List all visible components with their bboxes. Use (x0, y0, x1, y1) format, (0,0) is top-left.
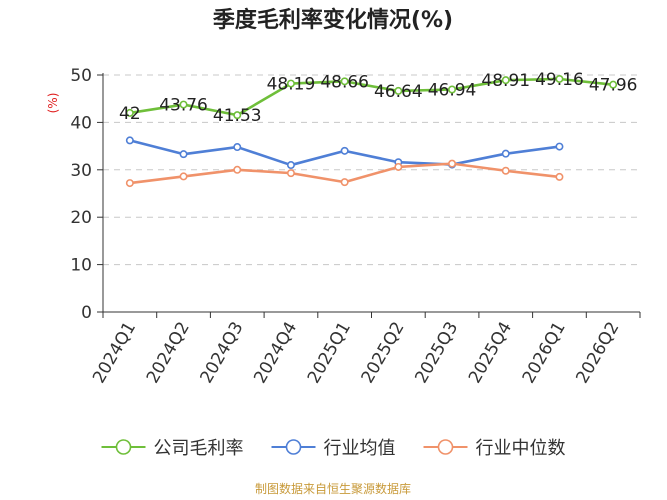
series-1-label-2025Q1: 48.66 (320, 72, 369, 92)
x-tick-label-2024Q2: 2024Q2 (143, 319, 194, 387)
x-tick-label-2024Q4: 2024Q4 (250, 319, 301, 387)
series-3-point-2025Q4 (501, 166, 510, 175)
series-1-point-2026Q1 (555, 74, 564, 83)
x-tick-label-2026Q2: 2026Q2 (572, 319, 623, 387)
y-tick-label-10: 10 (70, 256, 92, 276)
series-2-point-2024Q2 (179, 150, 188, 159)
series-2-point-2025Q1 (340, 146, 349, 155)
legend-item-2: 行业均值 (271, 438, 396, 459)
chart-title: 季度毛利率变化情况(%) (213, 7, 453, 33)
y-axis-label: (%) (46, 93, 60, 114)
y-tick-label-20: 20 (70, 208, 92, 228)
legend-label-1: 公司毛利率 (154, 438, 244, 459)
series-2-point-2024Q1 (125, 136, 134, 145)
series-1-label-2024Q4: 48.19 (267, 75, 316, 95)
series-1-point-2026Q2 (609, 80, 618, 89)
x-tick-label-2025Q3: 2025Q3 (411, 319, 462, 387)
legend-swatch-marker-3 (437, 439, 454, 455)
series-1-point-2024Q3 (233, 111, 242, 120)
y-axis-ticks: 0 10 20 30 40 50 (70, 66, 103, 323)
legend-swatch-marker-2 (285, 439, 302, 455)
series-1-point-2024Q1 (125, 108, 134, 117)
legend-item-1: 公司毛利率 (101, 438, 244, 459)
source-note: 制图数据来自恒生聚源数据库 (255, 481, 411, 496)
series-2-point-2026Q1 (555, 142, 564, 151)
series-1-point-2025Q2 (394, 86, 403, 95)
series-2 (125, 136, 564, 170)
series-1-label-2024Q1: 42 (119, 104, 141, 124)
legend: 公司毛利率 行业均值 行业中位数 (101, 438, 566, 459)
x-tick-label-2025Q2: 2025Q2 (358, 319, 409, 387)
series-1-point-2025Q1 (340, 77, 349, 86)
legend-swatch-marker-1 (115, 439, 132, 455)
series-2-point-2024Q4 (286, 161, 295, 170)
series-3-point-2024Q2 (179, 172, 188, 181)
x-axis-ticks: 2024Q1 2024Q2 2024Q3 2024Q4 2025Q1 2025Q2 2025… (89, 312, 641, 387)
y-tick-label-40: 40 (70, 113, 92, 133)
legend-item-3: 行业中位数 (423, 438, 566, 459)
series-3-point-2025Q3 (448, 159, 457, 168)
series-3-point-2024Q3 (233, 165, 242, 174)
legend-label-2: 行业均值 (324, 438, 396, 459)
series-3-point-2024Q1 (125, 179, 134, 188)
series-3 (125, 159, 564, 188)
series-1-label-2026Q1: 49.16 (535, 70, 584, 90)
series-1-label-2024Q3: 41.53 (213, 106, 262, 126)
series-3-point-2026Q1 (555, 172, 564, 181)
series-3-point-2024Q4 (286, 169, 295, 178)
series-2-point-2024Q3 (233, 143, 242, 152)
series-1-point-2024Q4 (286, 79, 295, 88)
series-1-label-2024Q2: 43.76 (159, 96, 208, 116)
y-tick-label-0: 0 (81, 303, 92, 323)
series-1-line (129, 77, 614, 117)
x-tick-label-2026Q1: 2026Q1 (519, 319, 570, 387)
x-tick-label-2025Q1: 2025Q1 (304, 319, 355, 387)
series-2-point-2025Q4 (501, 149, 510, 158)
series-1-label-2026Q2: 47.96 (589, 76, 638, 96)
series-3-point-2025Q1 (340, 178, 349, 187)
x-tick-label-2024Q1: 2024Q1 (89, 319, 140, 387)
series-1-point-2024Q2 (179, 100, 188, 109)
series-3-point-2025Q2 (394, 162, 403, 171)
gridlines (103, 74, 640, 266)
legend-label-3: 行业中位数 (476, 438, 566, 459)
x-tick-label-2025Q4: 2025Q4 (465, 319, 516, 387)
y-tick-label-30: 30 (70, 161, 92, 181)
series-1-point-2025Q3 (448, 85, 457, 94)
y-tick-label-50: 50 (70, 66, 92, 86)
series-1-label-2025Q3: 46.94 (428, 81, 477, 101)
series-1-label-2025Q2: 46.64 (374, 82, 423, 102)
series-1-label-2025Q4: 48.91 (481, 71, 530, 91)
x-tick-label-2024Q3: 2024Q3 (197, 319, 248, 387)
series-1-point-2025Q4 (501, 76, 510, 85)
